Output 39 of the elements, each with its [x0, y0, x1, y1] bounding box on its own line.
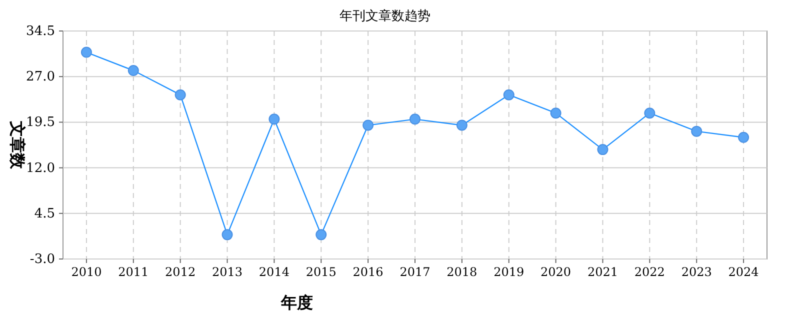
x-tick-label: 2020 [540, 265, 572, 279]
x-tick-label: 2013 [212, 265, 243, 279]
point [738, 132, 750, 143]
x-tick-label: 2022 [634, 265, 665, 279]
point [456, 120, 468, 131]
x-tick-label: 2012 [165, 265, 196, 279]
point [550, 108, 562, 119]
y-tick-label: 27.0 [26, 70, 55, 85]
point [222, 229, 233, 240]
point [268, 114, 280, 125]
y-tick-label: 12.0 [26, 160, 55, 176]
x-tick-label: 2023 [681, 265, 712, 279]
x-tick-label: 2017 [400, 265, 430, 279]
x-tick-label: 2011 [118, 265, 149, 279]
point [80, 46, 92, 58]
point [503, 89, 514, 100]
x-tick-label: 2016 [352, 265, 384, 279]
point [362, 120, 374, 131]
point [128, 65, 139, 76]
y-tick-label: 34.5 [26, 24, 55, 39]
point [410, 114, 420, 125]
x-tick-label: 2014 [258, 265, 290, 279]
chart-title: 年刊文章数趋势 [340, 9, 430, 24]
point [316, 229, 327, 240]
x-axis-title: 年度 [280, 293, 313, 312]
x-tick-label: 2015 [306, 265, 336, 279]
x-tick-label: 2019 [494, 265, 524, 279]
point [597, 144, 608, 156]
y-tick-label: -3.0 [30, 252, 55, 267]
y-tick-label: 19.5 [26, 115, 55, 130]
x-tick-label: 2024 [728, 265, 760, 279]
point [691, 126, 702, 137]
x-tick-label: 2010 [71, 265, 102, 279]
x-tick-label: 2021 [587, 265, 618, 279]
point [644, 108, 656, 119]
x-tick-label: 2018 [446, 265, 478, 279]
y-axis-title: 文章数 [8, 120, 27, 170]
point [174, 89, 186, 100]
y-tick-label: 4.5 [34, 206, 55, 222]
